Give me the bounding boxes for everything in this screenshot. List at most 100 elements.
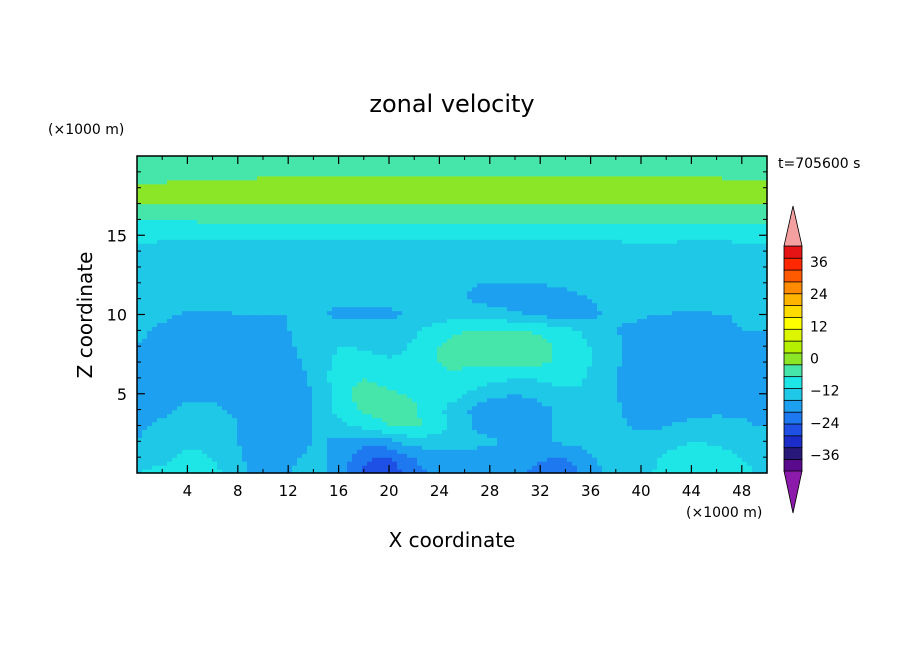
heat-cell <box>732 350 738 355</box>
heat-cell <box>142 469 148 474</box>
heat-cell <box>602 409 608 415</box>
heat-cell <box>437 330 443 335</box>
heat-cell <box>147 314 153 320</box>
heat-cell <box>672 457 678 462</box>
heat-cell <box>367 469 373 474</box>
heat-cell <box>582 346 588 351</box>
heat-cell <box>722 318 728 324</box>
heat-cell <box>707 322 713 327</box>
heat-cell <box>392 453 398 458</box>
heat-cell <box>482 385 488 391</box>
heat-cell <box>477 393 483 399</box>
heat-cell <box>392 358 398 363</box>
heat-cell <box>527 330 533 335</box>
heat-cell <box>452 433 458 438</box>
heat-cell <box>742 373 748 379</box>
heat-cell <box>342 409 348 415</box>
heat-cell <box>137 405 143 411</box>
heat-cell <box>282 457 288 462</box>
heat-cell <box>632 429 638 434</box>
heat-cell <box>137 409 143 415</box>
heat-cell <box>762 469 768 474</box>
heat-cell <box>197 445 203 450</box>
heat-cell <box>327 326 333 331</box>
heat-cell <box>632 338 638 343</box>
heat-cell <box>537 401 543 407</box>
heat-cell <box>737 330 743 335</box>
heat-cell <box>362 457 368 462</box>
heat-cell <box>637 338 643 343</box>
heat-cell <box>442 469 448 474</box>
heat-cell <box>352 409 358 415</box>
heat-cell <box>502 350 508 355</box>
heat-cell <box>277 401 283 407</box>
heat-cell <box>137 465 143 470</box>
heat-cell <box>412 429 418 434</box>
heat-cell <box>697 318 703 324</box>
heat-cell <box>492 385 498 391</box>
heat-cell <box>157 389 163 395</box>
heat-cell <box>712 385 718 391</box>
heat-cell <box>167 453 173 458</box>
heat-cell <box>337 314 343 320</box>
heat-cell <box>502 326 508 331</box>
heat-cell <box>682 449 688 454</box>
heat-cell <box>257 381 263 387</box>
heat-cell <box>427 373 433 379</box>
heat-cell <box>537 385 543 391</box>
heat-cell <box>342 373 348 379</box>
heat-cell <box>317 465 323 470</box>
heat-cell <box>602 346 608 351</box>
heat-cell <box>192 314 198 320</box>
heat-cell <box>682 401 688 407</box>
heat-cell <box>297 338 303 343</box>
heat-cell <box>152 358 158 363</box>
heat-cell <box>497 350 503 355</box>
heat-cell <box>757 465 763 470</box>
heat-cell <box>382 413 388 419</box>
heat-cell <box>757 342 763 347</box>
heat-cell <box>232 377 238 383</box>
heat-cell <box>272 326 278 331</box>
heat-cell <box>517 366 523 371</box>
heat-cell <box>327 393 333 399</box>
heat-cell <box>572 433 578 438</box>
heat-cell <box>167 385 173 391</box>
heat-cell <box>687 346 693 351</box>
heat-cell <box>532 393 538 399</box>
heat-cell <box>587 358 593 363</box>
heat-cell <box>312 346 318 351</box>
heat-cell <box>147 373 153 379</box>
heat-cell <box>152 322 158 327</box>
heat-cell <box>697 397 703 403</box>
heat-cell <box>437 425 443 431</box>
heat-cell <box>717 437 723 442</box>
heat-cell <box>137 334 143 339</box>
heat-cell <box>492 346 498 351</box>
heat-cell <box>202 369 208 375</box>
heat-cell <box>392 465 398 470</box>
heat-cell <box>412 334 418 339</box>
heat-cell <box>192 342 198 347</box>
heat-cell <box>737 441 743 446</box>
heat-cell <box>337 338 343 343</box>
heat-cell <box>747 417 753 423</box>
heat-cell <box>287 366 293 371</box>
heat-cell <box>652 449 658 454</box>
heat-cell <box>252 469 258 474</box>
heat-cell <box>732 409 738 415</box>
heat-cell <box>472 322 478 327</box>
heat-cell <box>427 322 433 327</box>
heat-cell <box>377 322 383 327</box>
heat-cell <box>647 381 653 387</box>
heat-cell <box>177 389 183 395</box>
heat-cell <box>682 366 688 371</box>
heat-cell <box>197 465 203 470</box>
heat-cell <box>182 441 188 446</box>
heat-cell <box>657 393 663 399</box>
heat-cell <box>502 362 508 367</box>
heat-cell <box>377 469 383 474</box>
heat-cell <box>402 461 408 466</box>
heat-cell <box>307 369 313 375</box>
heat-cell <box>582 465 588 470</box>
